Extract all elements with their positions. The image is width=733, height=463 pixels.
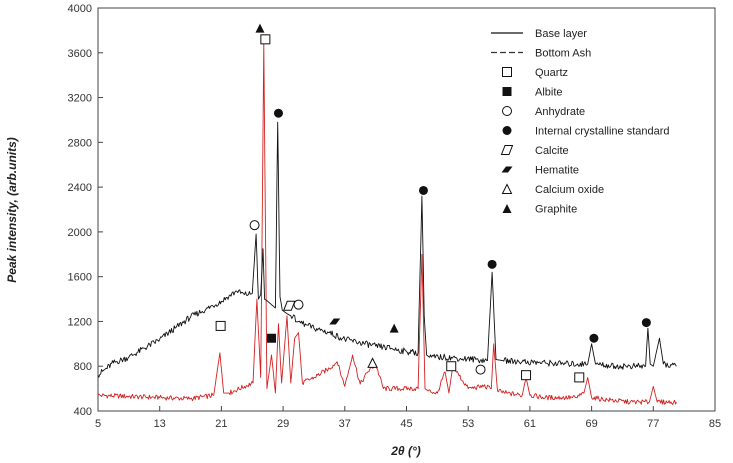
x-tick-label: 13 — [154, 418, 166, 430]
filled-circle-marker — [418, 185, 428, 195]
series-layer — [97, 43, 677, 405]
filled-triangle-marker — [255, 23, 265, 33]
filled-square-marker — [267, 333, 277, 343]
series-line-base-layer — [97, 121, 677, 378]
legend: Base layer Bottom Ash Quartz Albite Anhydrat… — [491, 28, 670, 216]
y-tick-label: 1200 — [68, 316, 92, 328]
legend-label: Calcite — [535, 145, 569, 157]
filled-triangle-marker — [389, 323, 399, 333]
legend-label: Bottom Ash — [535, 48, 591, 60]
legend-symbol-filled-parallelogram — [501, 166, 513, 173]
open-circle-marker — [293, 299, 304, 310]
filled-circle-marker — [641, 318, 651, 328]
legend-label: Internal crystalline standard — [535, 126, 670, 138]
y-axis-ticks: 400 800 1200 1600 2000 2400 2800 3200 3600 4000 — [68, 3, 103, 418]
legend-symbol-filled-circle — [502, 126, 512, 135]
y-tick-label: 3200 — [68, 93, 92, 105]
x-tick-label: 21 — [215, 418, 227, 430]
open-square-marker — [446, 361, 457, 372]
open-square-marker — [260, 34, 271, 45]
y-tick-label: 400 — [74, 406, 92, 418]
x-tick-label: 77 — [647, 418, 659, 430]
legend-symbol-open-triangle — [501, 183, 513, 194]
filled-circle-marker — [273, 108, 283, 118]
y-tick-label: 1600 — [68, 272, 92, 284]
legend-symbol-filled-square — [502, 87, 512, 96]
y-tick-label: 2800 — [68, 137, 92, 149]
plot-border — [97, 7, 716, 412]
x-tick-label: 29 — [277, 418, 289, 430]
legend-symbol-open-parallelogram — [500, 145, 514, 155]
y-tick-label: 2400 — [68, 182, 92, 194]
open-square-marker — [215, 320, 226, 331]
legend-label: Albite — [535, 87, 563, 99]
x-tick-label: 5 — [95, 418, 101, 430]
open-triangle-marker — [367, 357, 378, 368]
legend-label: Quartz — [535, 67, 568, 79]
y-tick-label: 800 — [74, 361, 92, 373]
open-circle-marker — [475, 364, 486, 375]
legend-label: Anhydrate — [535, 106, 585, 118]
legend-symbol-open-square — [502, 67, 512, 77]
open-square-marker — [521, 370, 532, 381]
x-tick-label: 45 — [400, 418, 412, 430]
open-square-marker — [574, 372, 585, 383]
x-tick-label: 37 — [339, 418, 351, 430]
legend-label: Calcium oxide — [535, 184, 604, 196]
x-tick-label: 85 — [709, 418, 721, 430]
filled-circle-marker — [487, 259, 497, 269]
plot-area — [97, 7, 716, 412]
y-tick-label: 2000 — [68, 227, 92, 239]
filled-circle-marker — [589, 333, 599, 343]
legend-label: Base layer — [535, 28, 587, 40]
legend-label: Hematite — [535, 165, 579, 177]
x-tick-label: 69 — [585, 418, 597, 430]
legend-symbol-open-circle — [502, 106, 512, 116]
series-line-bottom-ash — [97, 43, 677, 405]
filled-parallelogram-marker — [329, 318, 341, 325]
x-axis-ticks: 5 13 21 29 37 45 53 61 69 77 85 — [95, 406, 721, 430]
x-tick-label: 61 — [524, 418, 536, 430]
y-tick-label: 4000 — [68, 3, 92, 15]
x-tick-label: 53 — [462, 418, 474, 430]
y-tick-label: 3600 — [68, 48, 92, 60]
legend-symbol-filled-triangle — [502, 204, 512, 213]
legend-label: Graphite — [535, 204, 577, 216]
phase-markers — [215, 23, 651, 383]
open-circle-marker — [249, 220, 260, 231]
y-axis-title: Peak intensity, (arb.units) — [5, 137, 19, 283]
x-axis-title: 2θ (°) — [390, 444, 421, 458]
open-parallelogram-marker — [283, 300, 296, 311]
